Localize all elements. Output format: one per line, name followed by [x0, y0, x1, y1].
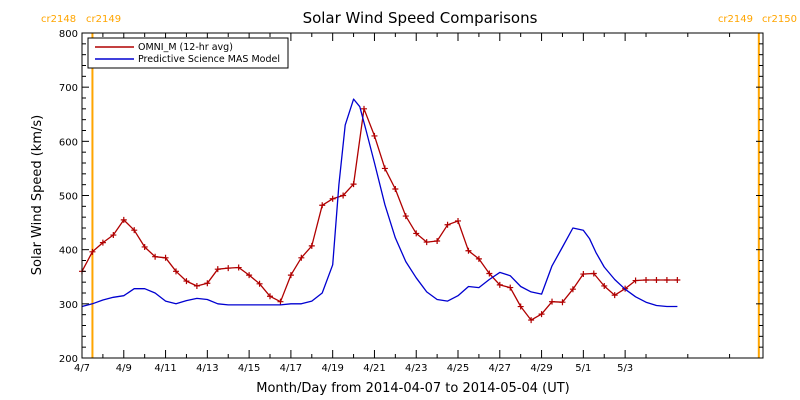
- omni-point: [590, 270, 597, 277]
- omni-point: [580, 271, 587, 278]
- carrington-label-2a: cr2149: [718, 14, 753, 25]
- omni-point: [643, 277, 650, 283]
- omni-point: [538, 311, 545, 318]
- y-axis: 200 300 400 500 600 700 800: [59, 29, 763, 365]
- omni-point: [517, 303, 524, 310]
- omni-point: [89, 248, 96, 255]
- omni-point: [444, 221, 451, 228]
- omni-point: [183, 278, 190, 285]
- omni-point: [287, 272, 294, 279]
- omni-point: [225, 265, 232, 272]
- omni-point: [674, 277, 681, 283]
- omni-point: [99, 239, 106, 246]
- x-tick-label-5: 4/17: [280, 363, 302, 374]
- omni-point: [120, 216, 127, 223]
- series-line-mas: [81, 98, 678, 308]
- omni-point: [173, 268, 180, 275]
- omni-point: [392, 186, 399, 192]
- omni-point: [402, 213, 409, 220]
- omni-point: [371, 132, 378, 139]
- x-tick-label-2: 4/11: [154, 363, 176, 374]
- omni-point: [235, 264, 242, 271]
- y-tick-label-300: 300: [59, 300, 78, 311]
- omni-point: [423, 239, 430, 246]
- carrington-label-2b: cr2150: [762, 14, 797, 25]
- omni-point: [632, 277, 639, 284]
- omni-point: [256, 280, 263, 287]
- omni-point: [329, 195, 336, 202]
- omni-point: [496, 281, 503, 288]
- omni-point: [434, 238, 441, 244]
- omni-point: [308, 242, 315, 249]
- omni-point: [475, 255, 482, 262]
- x-tick-label-9: 4/25: [447, 363, 469, 374]
- y-tick-label-600: 600: [59, 137, 78, 148]
- y-tick-label-800: 800: [59, 29, 78, 40]
- omni-point: [361, 105, 368, 112]
- x-tick-label-0: 4/7: [74, 363, 90, 374]
- omni-point: [601, 282, 608, 289]
- omni-point: [141, 243, 148, 250]
- omni-point: [131, 227, 138, 234]
- omni-point: [214, 266, 221, 273]
- omni-point: [663, 277, 670, 283]
- x-tick-label-3: 4/13: [196, 363, 218, 374]
- omni-point: [193, 282, 200, 289]
- omni-point: [350, 181, 357, 188]
- x-axis: 4/7 4/9 4/11 4/13 4/15 4/17 4/19 4/21 4/23 4/25 4/…: [74, 33, 731, 374]
- x-tick-label-6: 4/19: [321, 363, 343, 374]
- omni-point: [246, 272, 253, 279]
- omni-point: [486, 270, 493, 277]
- omni-point: [653, 277, 660, 283]
- carrington-label-1a: cr2148: [41, 14, 76, 25]
- carrington-label-1b: cr2149: [86, 14, 121, 25]
- omni-point: [152, 253, 159, 260]
- y-tick-label-500: 500: [59, 192, 78, 203]
- omni-point: [319, 202, 326, 209]
- x-tick-label-4: 4/15: [238, 363, 260, 374]
- omni-point: [559, 299, 566, 306]
- series-line-omni: [81, 108, 678, 321]
- omni-point: [162, 254, 169, 261]
- x-axis-title: Month/Day from 2014-04-07 to 2014-05-04 …: [256, 381, 569, 396]
- omni-point: [549, 298, 556, 305]
- carrington-labels: cr2148 cr2149 cr2149 cr2150: [41, 14, 797, 25]
- legend-label-mas: Predictive Science MAS Model: [138, 54, 280, 65]
- omni-point: [110, 232, 117, 239]
- omni-point: [267, 293, 274, 300]
- y-axis-title: Solar Wind Speed (km/s): [30, 115, 45, 275]
- y-tick-label-200: 200: [59, 354, 78, 365]
- x-tick-label-10: 4/27: [489, 363, 511, 374]
- legend: OMNI_M (12-hr avg) Predictive Science MA…: [87, 37, 289, 69]
- legend-box: [87, 37, 289, 69]
- omni-point: [381, 165, 388, 172]
- x-tick-label-1: 4/9: [116, 363, 132, 374]
- y-tick-label-700: 700: [59, 83, 78, 94]
- y-tick-label-400: 400: [59, 246, 78, 257]
- omni-point: [569, 286, 576, 293]
- x-tick-label-12: 5/1: [575, 363, 591, 374]
- omni-point: [455, 217, 462, 224]
- omni-point: [611, 292, 618, 299]
- chart-title: Solar Wind Speed Comparisons: [303, 9, 538, 27]
- omni-point: [204, 280, 211, 287]
- omni-point: [413, 230, 420, 237]
- omni-point: [298, 254, 305, 261]
- omni-point: [465, 247, 472, 254]
- x-tick-label-7: 4/21: [363, 363, 385, 374]
- x-tick-label-8: 4/23: [405, 363, 427, 374]
- omni-point: [528, 317, 535, 324]
- x-tick-label-11: 4/29: [530, 363, 552, 374]
- x-tick-label-13: 5/3: [617, 363, 633, 374]
- omni-point: [507, 284, 514, 291]
- omni-point: [340, 192, 347, 199]
- omni-point: [277, 298, 284, 305]
- legend-label-omni: OMNI_M (12-hr avg): [138, 42, 233, 53]
